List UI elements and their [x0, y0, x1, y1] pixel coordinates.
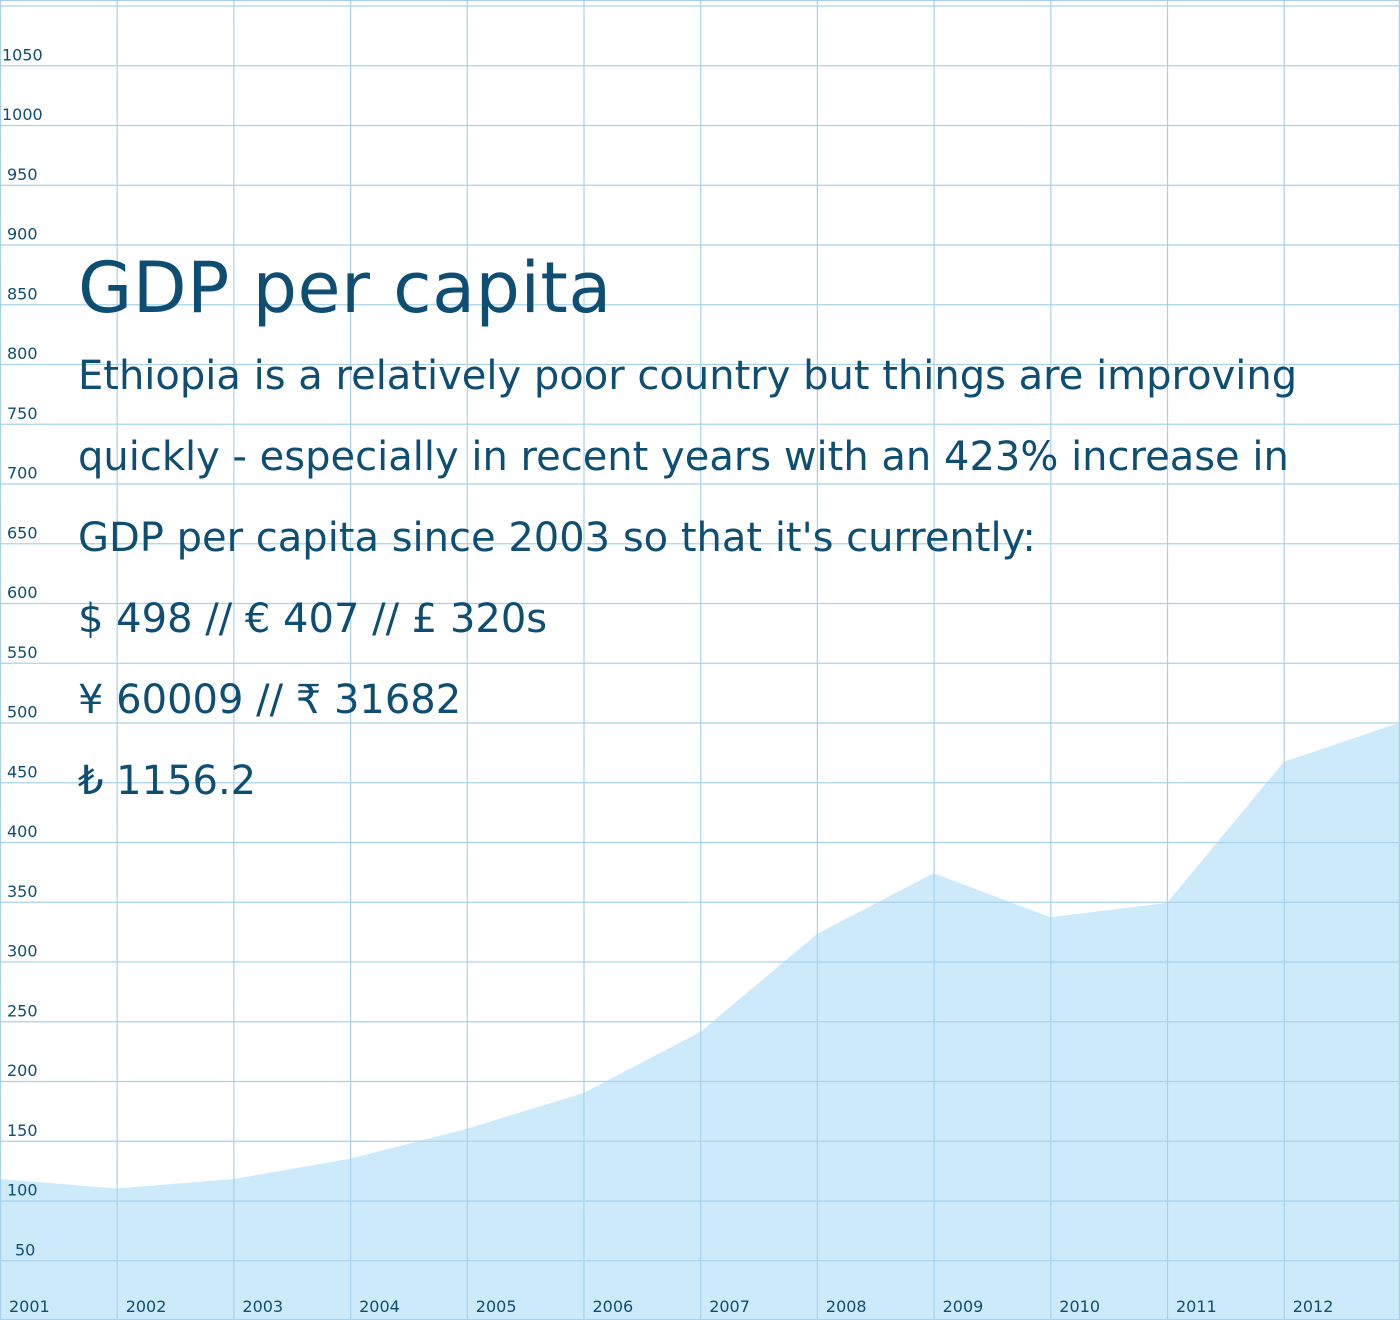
y-tick-label: 200	[7, 1061, 38, 1080]
y-tick-label: 550	[7, 643, 38, 662]
y-tick-label: 1050	[2, 45, 43, 64]
x-tick-label: 2001	[9, 1297, 50, 1316]
y-tick-label: 800	[7, 344, 38, 363]
page-title: GDP per capita	[78, 247, 612, 329]
x-tick-label: 2009	[943, 1297, 984, 1316]
y-tick-label: 600	[7, 583, 38, 602]
y-tick-label: 400	[7, 822, 38, 841]
y-tick-label: 150	[7, 1121, 38, 1140]
x-axis-ticks: 2001 2002 2003 2004 2005 2006 2007 2008 2009 2010…	[9, 1297, 1333, 1316]
y-tick-label: 300	[7, 942, 38, 961]
y-tick-label: 1000	[2, 105, 43, 124]
y-tick-label: 950	[7, 165, 38, 184]
y-tick-label: 700	[7, 464, 38, 483]
x-tick-label: 2012	[1293, 1297, 1334, 1316]
x-tick-label: 2007	[709, 1297, 750, 1316]
x-tick-label: 2003	[242, 1297, 283, 1316]
description-text: Ethiopia is a relatively poor country bu…	[78, 353, 1298, 561]
y-tick-label: 850	[7, 284, 38, 303]
y-tick-label: 900	[7, 225, 38, 244]
x-tick-label: 2004	[359, 1297, 400, 1316]
y-axis-ticks: 50 100 150 200 250 300 350 400 450 500 550 600 650 70…	[2, 45, 43, 1259]
text-overlay: GDP per capita Ethiopia is a relatively …	[78, 240, 1308, 822]
x-tick-label: 2008	[826, 1297, 867, 1316]
x-tick-label: 2002	[126, 1297, 167, 1316]
y-tick-label: 650	[7, 523, 38, 542]
y-tick-label: 450	[7, 762, 38, 781]
y-tick-label: 750	[7, 404, 38, 423]
x-tick-label: 2005	[476, 1297, 517, 1316]
y-tick-label: 100	[7, 1181, 38, 1200]
y-tick-label: 50	[15, 1240, 35, 1259]
currency-line-try: ₺ 1156.2	[78, 758, 257, 804]
currency-line-jpy-inr: ¥ 60009 // ₹ 31682	[78, 677, 462, 723]
y-tick-label: 350	[7, 882, 38, 901]
x-tick-label: 2010	[1059, 1297, 1100, 1316]
currency-line-usd-eur-gbp: $ 498 // € 407 // £ 320s	[78, 596, 548, 642]
y-tick-label: 250	[7, 1001, 38, 1020]
y-tick-label: 500	[7, 703, 38, 722]
x-tick-label: 2006	[593, 1297, 634, 1316]
x-tick-label: 2011	[1176, 1297, 1217, 1316]
